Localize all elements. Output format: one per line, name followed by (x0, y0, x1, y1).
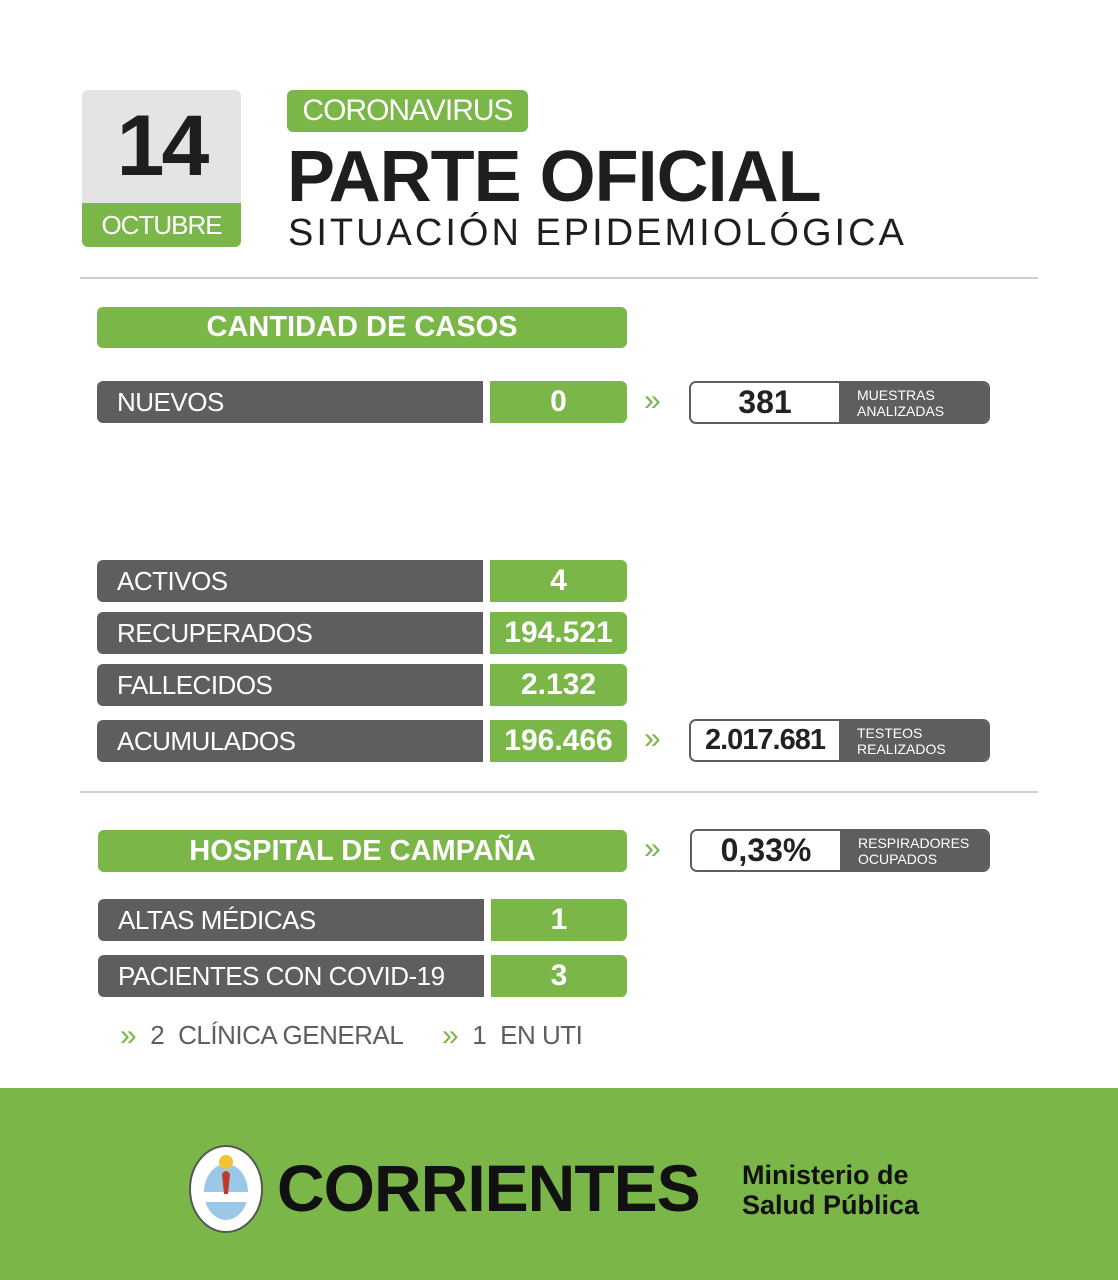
fallecidos-value: 2.132 (490, 664, 627, 706)
respiradores-label: RESPIRADORES OCUPADOS (840, 831, 988, 870)
chevron-right-icon: » (644, 722, 661, 755)
activos-value: 4 (490, 560, 627, 602)
chevron-right-icon: » (644, 384, 661, 417)
muestras-label: MUESTRAS ANALIZADAS (839, 383, 988, 422)
respiradores-line2: OCUPADOS (858, 850, 938, 867)
provincial-seal-logo (189, 1145, 263, 1233)
footer: CORRIENTES Ministerio de Salud Pública (0, 1088, 1118, 1280)
divider (80, 791, 1038, 793)
page-subtitle: SITUACIÓN EPIDEMIOLÓGICA (288, 212, 907, 254)
clinica-detail: » 2 CLÍNICA GENERAL (120, 1018, 404, 1052)
clinica-count: 2 (150, 1020, 165, 1050)
chevron-right-icon: » (442, 1018, 459, 1052)
pacientes-value: 3 (491, 955, 627, 997)
chevron-right-icon: » (120, 1018, 137, 1052)
uti-count: 1 (472, 1020, 487, 1050)
acumulados-label: ACUMULADOS (97, 720, 483, 762)
testeos-value: 2.017.681 (691, 721, 839, 760)
pacientes-label: PACIENTES CON COVID-19 (98, 955, 484, 997)
date-day: 14 (116, 98, 210, 194)
uti-label: EN UTI (500, 1020, 583, 1050)
ministry-line1: Ministerio de (742, 1160, 909, 1190)
divider (80, 277, 1038, 279)
testeos-line1: TESTEOS (857, 724, 923, 741)
testeos-label: TESTEOS REALIZADOS (839, 721, 988, 760)
page-title: PARTE OFICIAL (287, 137, 822, 217)
ministry-line2: Salud Pública (742, 1190, 920, 1220)
fallecidos-label: FALLECIDOS (97, 664, 483, 706)
nuevos-value: 0 (490, 381, 627, 423)
chevron-right-icon: » (644, 832, 661, 865)
acumulados-value: 196.466 (490, 720, 627, 762)
coronavirus-badge: CORONAVIRUS (287, 90, 528, 132)
recuperados-value: 194.521 (490, 612, 627, 654)
cases-heading: CANTIDAD DE CASOS (97, 307, 627, 348)
muestras-box: 381 MUESTRAS ANALIZADAS (689, 381, 990, 424)
testeos-line2: REALIZADOS (857, 740, 946, 757)
testeos-box: 2.017.681 TESTEOS REALIZADOS (689, 719, 990, 762)
respiradores-value: 0,33% (692, 831, 840, 870)
nuevos-label: NUEVOS (97, 381, 483, 423)
muestras-line2: ANALIZADAS (857, 402, 945, 419)
date-box: 14 OCTUBRE (82, 90, 241, 247)
activos-label: ACTIVOS (97, 560, 483, 602)
brand-name: CORRIENTES (277, 1151, 701, 1225)
respiradores-line1: RESPIRADORES (858, 834, 970, 851)
muestras-value: 381 (691, 383, 839, 422)
recuperados-label: RECUPERADOS (97, 612, 483, 654)
altas-value: 1 (491, 899, 627, 941)
respiradores-box: 0,33% RESPIRADORES OCUPADOS (690, 829, 990, 872)
clinica-label: CLÍNICA GENERAL (178, 1020, 404, 1050)
altas-label: ALTAS MÉDICAS (98, 899, 484, 941)
muestras-line1: MUESTRAS (857, 386, 935, 403)
date-month: OCTUBRE (82, 203, 241, 247)
ministry: Ministerio de Salud Pública (742, 1160, 919, 1220)
hospital-heading: HOSPITAL DE CAMPAÑA (98, 830, 627, 872)
uti-detail: » 1 EN UTI (442, 1018, 583, 1052)
